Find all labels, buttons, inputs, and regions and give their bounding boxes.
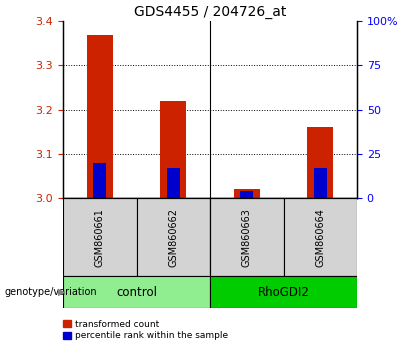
- Text: GSM860661: GSM860661: [95, 208, 105, 267]
- Bar: [63, 276, 210, 308]
- Text: ▶: ▶: [58, 287, 66, 297]
- Text: GSM860662: GSM860662: [168, 208, 178, 267]
- Text: control: control: [116, 286, 157, 298]
- Legend: transformed count, percentile rank within the sample: transformed count, percentile rank withi…: [63, 320, 228, 340]
- Text: GSM860663: GSM860663: [242, 208, 252, 267]
- Bar: [93, 163, 106, 198]
- Title: GDS4455 / 204726_at: GDS4455 / 204726_at: [134, 5, 286, 19]
- Bar: [87, 34, 113, 198]
- Bar: [167, 168, 180, 198]
- Bar: [234, 189, 260, 198]
- Bar: [314, 168, 327, 198]
- Bar: [136, 198, 210, 276]
- Text: GSM860664: GSM860664: [315, 208, 325, 267]
- Bar: [210, 198, 284, 276]
- Text: RhoGDI2: RhoGDI2: [257, 286, 310, 298]
- Bar: [284, 198, 357, 276]
- Bar: [210, 276, 357, 308]
- Text: genotype/variation: genotype/variation: [4, 287, 97, 297]
- Bar: [240, 191, 253, 198]
- Bar: [63, 198, 136, 276]
- Bar: [307, 127, 333, 198]
- Bar: [160, 101, 186, 198]
